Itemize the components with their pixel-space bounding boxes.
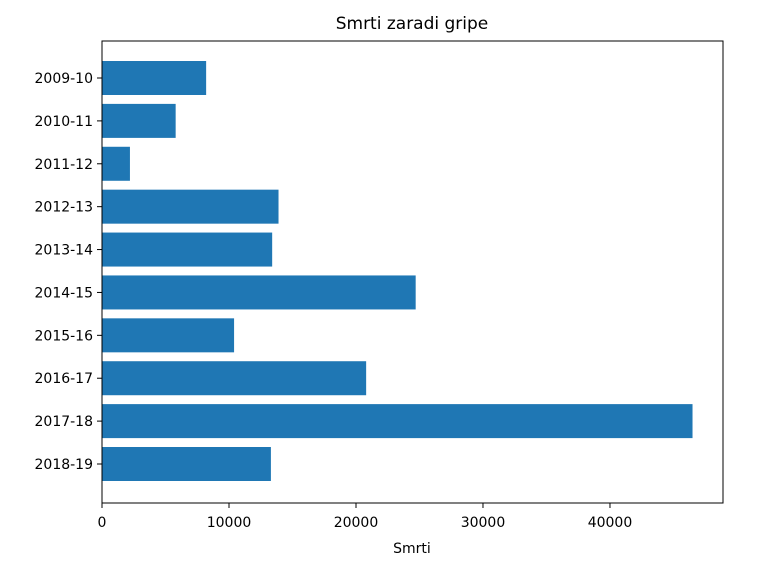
x-axis-ticks: 0 10000 20000 30000 40000 bbox=[98, 503, 633, 531]
y-tick-label: 2010-11 bbox=[35, 114, 94, 130]
bar-2017-18 bbox=[102, 404, 693, 439]
x-axis-label: Smrti bbox=[393, 541, 431, 557]
x-tick-label: 10000 bbox=[207, 515, 252, 531]
bars-group bbox=[102, 61, 693, 481]
x-tick-label: 20000 bbox=[334, 515, 379, 531]
y-tick-label: 2012-13 bbox=[35, 200, 94, 216]
y-tick-label: 2011-12 bbox=[35, 157, 94, 173]
bar-2009-10 bbox=[102, 61, 207, 95]
plot-frame bbox=[101, 40, 724, 504]
bar-2010-11 bbox=[102, 103, 176, 138]
y-axis-ticks: 2009-10 2010-11 2011-12 2012-13 2013-14 2014-… bbox=[35, 71, 102, 473]
y-tick-label: 2009-10 bbox=[35, 71, 94, 87]
x-tick-label: 0 bbox=[98, 515, 107, 531]
bar-2013-14 bbox=[102, 232, 273, 267]
x-tick-label: 40000 bbox=[588, 515, 633, 531]
bar-2011-12 bbox=[102, 146, 130, 181]
bar-2012-13 bbox=[102, 189, 279, 224]
bar-2015-16 bbox=[102, 318, 235, 353]
bar-2018-19 bbox=[102, 447, 271, 481]
bar-2014-15 bbox=[102, 275, 416, 310]
y-tick-label: 2013-14 bbox=[35, 243, 94, 259]
y-tick-label: 2018-19 bbox=[35, 457, 94, 473]
x-tick-label: 30000 bbox=[461, 515, 506, 531]
y-tick-label: 2014-15 bbox=[35, 285, 94, 301]
bar-2016-17 bbox=[102, 361, 367, 396]
chart-title: Smrti zaradi gripe bbox=[336, 14, 489, 34]
y-tick-label: 2017-18 bbox=[35, 414, 94, 430]
y-tick-label: 2016-17 bbox=[35, 371, 94, 387]
y-tick-label: 2015-16 bbox=[35, 328, 94, 344]
